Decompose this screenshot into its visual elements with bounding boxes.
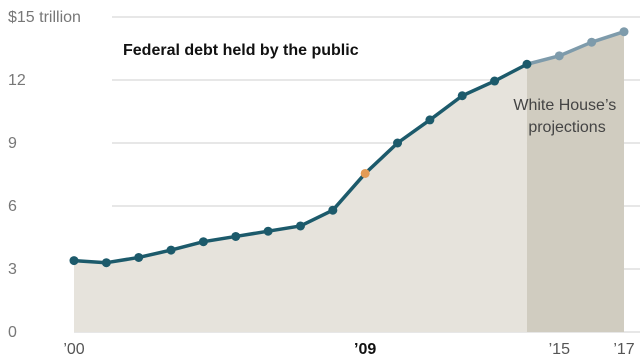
projection-annotation-line-2: projections <box>528 119 605 136</box>
projection-annotation-line-1: White House’s <box>513 97 616 114</box>
y-axis-tick-labels: 0 3 6 9 12 $15 trillion <box>8 9 81 341</box>
x-tick-label-2017: ’17 <box>613 341 634 357</box>
projection-line <box>526 30 625 66</box>
y-tick-label-12: 12 <box>8 72 26 89</box>
data-point-2007 <box>295 221 305 231</box>
data-point-2002 <box>134 252 144 262</box>
data-point-2009 <box>360 168 370 178</box>
y-tick-label-9: 9 <box>8 135 17 152</box>
data-point-2012 <box>457 91 467 101</box>
x-tick-label-2000: ’00 <box>63 341 84 357</box>
historical-area <box>74 64 527 332</box>
area-fills <box>74 31 624 332</box>
data-point-2004 <box>198 237 208 247</box>
data-point-2016 <box>587 37 597 47</box>
data-point-2017 <box>619 27 629 37</box>
data-points <box>69 27 629 268</box>
y-tick-label-0: 0 <box>8 324 17 341</box>
projection-area <box>526 31 624 332</box>
data-point-2013 <box>490 76 500 86</box>
y-tick-label-3: 3 <box>8 261 17 278</box>
data-point-2006 <box>263 226 273 236</box>
data-point-2005 <box>231 231 241 241</box>
x-tick-label-2009: ’09 <box>354 341 376 357</box>
data-point-2015 <box>554 51 564 61</box>
y-tick-label-6: 6 <box>8 198 17 215</box>
data-point-2010 <box>393 138 403 148</box>
data-point-2003 <box>166 245 176 255</box>
x-axis-tick-labels: ’00 ’09 ’15 ’17 <box>63 341 634 357</box>
data-point-2008 <box>328 205 338 215</box>
chart-title: Federal debt held by the public <box>123 42 359 59</box>
projection-annotation: White House’s projections <box>513 97 620 136</box>
x-tick-label-2015: ’15 <box>549 341 570 357</box>
y-tick-label-15: $15 trillion <box>8 9 81 26</box>
data-point-2011 <box>425 115 435 125</box>
data-point-2014 <box>522 59 532 69</box>
data-point-2000 <box>69 256 79 266</box>
data-point-2001 <box>101 258 111 268</box>
